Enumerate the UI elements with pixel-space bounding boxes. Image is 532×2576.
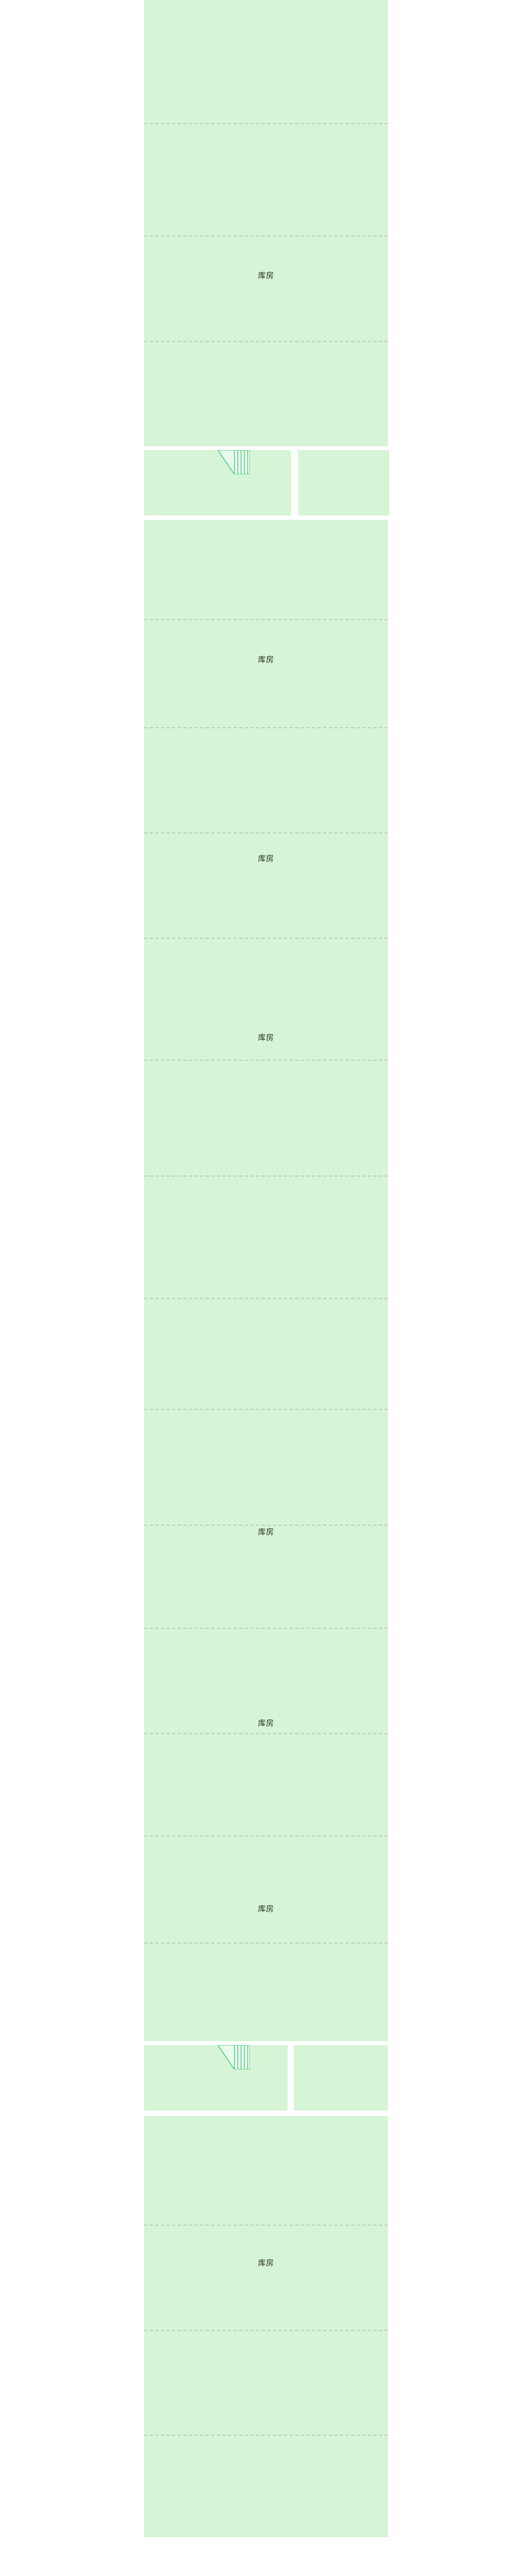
- stair-icon: [218, 2045, 250, 2069]
- zone-gap2-right: [294, 2045, 388, 2110]
- zone-top: [144, 0, 388, 446]
- divider-bottom-2: [144, 2330, 388, 2331]
- zone-bottom: [144, 2116, 388, 2537]
- zone-gap1-left: [144, 450, 291, 515]
- divider-main-9: [144, 1525, 388, 1526]
- divider-bottom-1: [144, 2225, 388, 2226]
- divider-main-4: [144, 938, 388, 939]
- divider-main-8: [144, 1409, 388, 1410]
- divider-top-3: [144, 341, 388, 342]
- zone-gap1-right: [298, 450, 389, 515]
- divider-top-2: [144, 236, 388, 237]
- zone-gap2-left: [144, 2045, 288, 2110]
- zone-main: [144, 520, 388, 2041]
- divider-main-10: [144, 1628, 388, 1629]
- divider-main-7: [144, 1298, 388, 1299]
- divider-main-2: [144, 727, 388, 728]
- divider-bottom-3: [144, 2435, 388, 2436]
- divider-top-1: [144, 123, 388, 124]
- divider-main-11: [144, 1733, 388, 1734]
- divider-main-6: [144, 1175, 388, 1177]
- divider-main-12: [144, 1836, 388, 1837]
- divider-main-1: [144, 619, 388, 620]
- divider-main-3: [144, 832, 388, 834]
- divider-main-13: [144, 1943, 388, 1944]
- stair-icon: [218, 450, 250, 474]
- divider-main-5: [144, 1060, 388, 1061]
